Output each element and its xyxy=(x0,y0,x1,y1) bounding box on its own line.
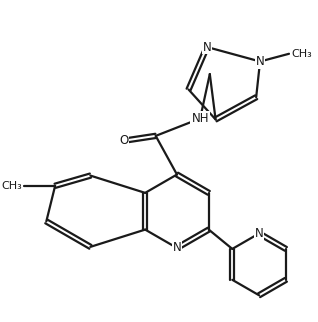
Text: CH₃: CH₃ xyxy=(291,49,312,59)
Text: N: N xyxy=(256,55,264,68)
Text: N: N xyxy=(203,41,211,53)
Text: CH₃: CH₃ xyxy=(2,181,22,191)
Text: O: O xyxy=(119,134,128,147)
Text: NH: NH xyxy=(191,112,209,125)
Text: N: N xyxy=(173,242,181,254)
Text: N: N xyxy=(255,227,263,240)
